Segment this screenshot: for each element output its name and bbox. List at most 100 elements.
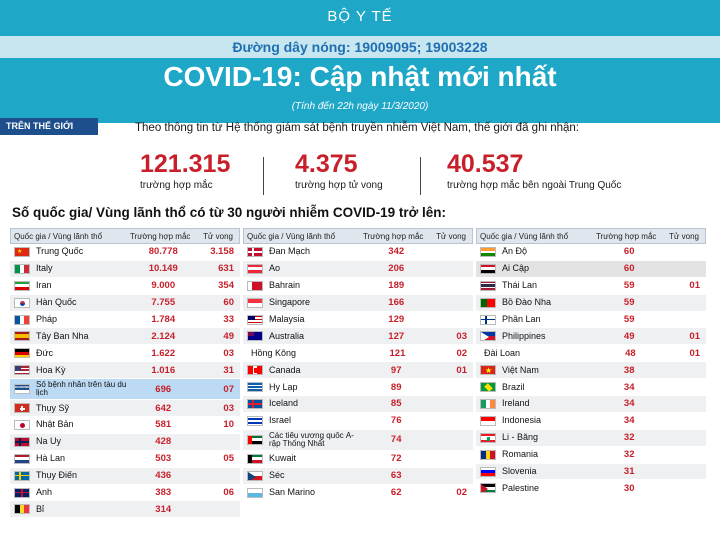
table-row: Đài Loan 48 01: [476, 345, 706, 363]
table-row: Ireland 34: [476, 396, 706, 413]
page-subtitle: (Tính đến 22h ngày 11/3/2020): [291, 101, 429, 112]
italy-flag-icon: [14, 263, 30, 274]
death-count: 01: [689, 280, 700, 292]
cruise-ship-icon: DIAMOND: [14, 384, 30, 395]
case-count: 89: [390, 381, 402, 393]
germany-flag-icon: [14, 348, 30, 359]
country-table-1: Quốc gia / Vùng lãnh thổ Trường hợp mắc …: [10, 228, 240, 519]
case-count: 121: [389, 347, 406, 359]
table-row: Anh 383 06: [10, 485, 240, 502]
death-count: 03: [223, 402, 234, 414]
table-row: Iran 9.000 354: [10, 278, 240, 295]
case-count: 428: [155, 436, 172, 448]
country-name: Li - Băng: [502, 433, 539, 443]
death-count: 02: [456, 487, 467, 499]
country-name: Hà Lan: [36, 454, 66, 464]
israel-flag-icon: [247, 415, 263, 426]
table-row: Các tiểu vương quốc Ả-rập Thống Nhất 74: [243, 429, 473, 451]
country-name: Kuwait: [269, 454, 297, 464]
table-row: Hà Lan 503 05: [10, 451, 240, 468]
japan-flag-icon: [14, 419, 30, 430]
country-name: Đức: [36, 348, 54, 358]
header-banner: BỘ Y TẾ Đường dây nóng: 19009095; 190032…: [0, 0, 720, 123]
denmark-flag-icon: [247, 246, 263, 257]
death-count: 01: [456, 364, 467, 376]
case-count: 2.124: [151, 330, 176, 342]
case-count: 436: [155, 470, 172, 482]
case-count: 581: [155, 419, 172, 431]
header-cases: Trường hợp mắc: [595, 231, 657, 241]
table-row: Thụy Điển 436: [10, 467, 240, 485]
netherlands-flag-icon: [14, 453, 30, 464]
case-count: 129: [388, 314, 405, 325]
malaysia-flag-icon: [247, 314, 263, 325]
country-name: Hồng Kông: [251, 348, 297, 358]
death-count: 31: [223, 364, 234, 376]
table-row: DIAMOND Số bệnh nhân trên tàu du lịch 696 0…: [10, 379, 240, 401]
header-country: Quốc gia / Vùng lãnh thổ: [480, 231, 569, 241]
country-name: Bồ Đào Nha: [502, 298, 552, 308]
ireland-flag-icon: [480, 398, 496, 409]
case-count: 38: [623, 364, 635, 376]
country-name: Anh: [36, 488, 53, 498]
indonesia-flag-icon: [480, 415, 496, 426]
country-name: Nhật Bản: [36, 420, 74, 430]
case-count: 32: [623, 432, 635, 444]
table-row: San Marino 62 02: [243, 485, 473, 502]
stat-label: trường hợp mắc bên ngoài Trung Quốc: [447, 180, 622, 191]
death-count: 33: [223, 314, 234, 325]
case-count: 1.622: [151, 347, 176, 359]
case-count: 63: [390, 470, 402, 482]
table-row: Romania 32: [476, 447, 706, 464]
country-name: Singapore: [269, 298, 311, 308]
country-name: Ireland: [502, 399, 530, 409]
egypt-flag-icon: [480, 263, 496, 274]
death-count: 01: [689, 330, 700, 342]
case-count: 60: [623, 246, 635, 258]
stat-divider: [420, 157, 421, 195]
header-cases: Trường hợp mắc: [362, 231, 424, 241]
death-count: 631: [218, 263, 234, 275]
country-name: Phần Lan: [502, 315, 541, 324]
death-count: 3.158: [210, 246, 234, 258]
stat-divider: [263, 157, 264, 195]
table-row: Ấn Độ 60: [476, 244, 706, 261]
header-deaths: Tử vong: [669, 231, 699, 241]
table-row: Thái Lan 59 01: [476, 278, 706, 295]
case-count: 503: [155, 453, 172, 465]
table-row: Ai Cập 60: [476, 260, 706, 278]
country-name: Philippines: [502, 331, 546, 341]
country-name: Italy: [36, 264, 53, 274]
country-name: Trung Quốc: [36, 247, 84, 257]
country-name: Đan Mạch: [269, 247, 311, 257]
table-row: Bồ Đào Nha 59: [476, 294, 706, 312]
iran-flag-icon: [14, 280, 30, 291]
case-count: 85: [390, 398, 402, 410]
table-row: Hy Lạp 89: [243, 379, 473, 397]
table-row: Malaysia 129: [243, 312, 473, 329]
case-count: 189: [388, 280, 405, 292]
country-name: Bỉ: [36, 504, 45, 514]
spain-flag-icon: [14, 331, 30, 342]
table-row: Hàn Quốc 7.755 60: [10, 294, 240, 312]
table-row: Israel 76: [243, 413, 473, 430]
china-flag-icon: ★: [14, 246, 30, 257]
austria-flag-icon: [247, 263, 263, 274]
country-name: Đài Loan: [484, 348, 521, 358]
case-count: 59: [623, 280, 635, 292]
uae-flag-icon: [247, 434, 263, 445]
finland-flag-icon: [480, 314, 496, 325]
case-count: 59: [623, 297, 635, 309]
czech-flag-icon: [247, 470, 263, 481]
country-name: Pháp: [36, 315, 58, 324]
case-count: 34: [623, 398, 635, 410]
lebanon-flag-icon: [480, 432, 496, 443]
table-row: Pháp 1.784 33: [10, 312, 240, 329]
case-count: 76: [390, 415, 402, 427]
country-name: Hoa Kỳ: [36, 365, 66, 375]
table-row: Italy 10.149 631: [10, 260, 240, 278]
case-count: 7.755: [151, 297, 176, 309]
table-row: Đức 1.622 03: [10, 345, 240, 363]
header-country: Quốc gia / Vùng lãnh thổ: [14, 231, 103, 241]
table-header: Quốc gia / Vùng lãnh thổ Trường hợp mắc …: [10, 228, 240, 244]
